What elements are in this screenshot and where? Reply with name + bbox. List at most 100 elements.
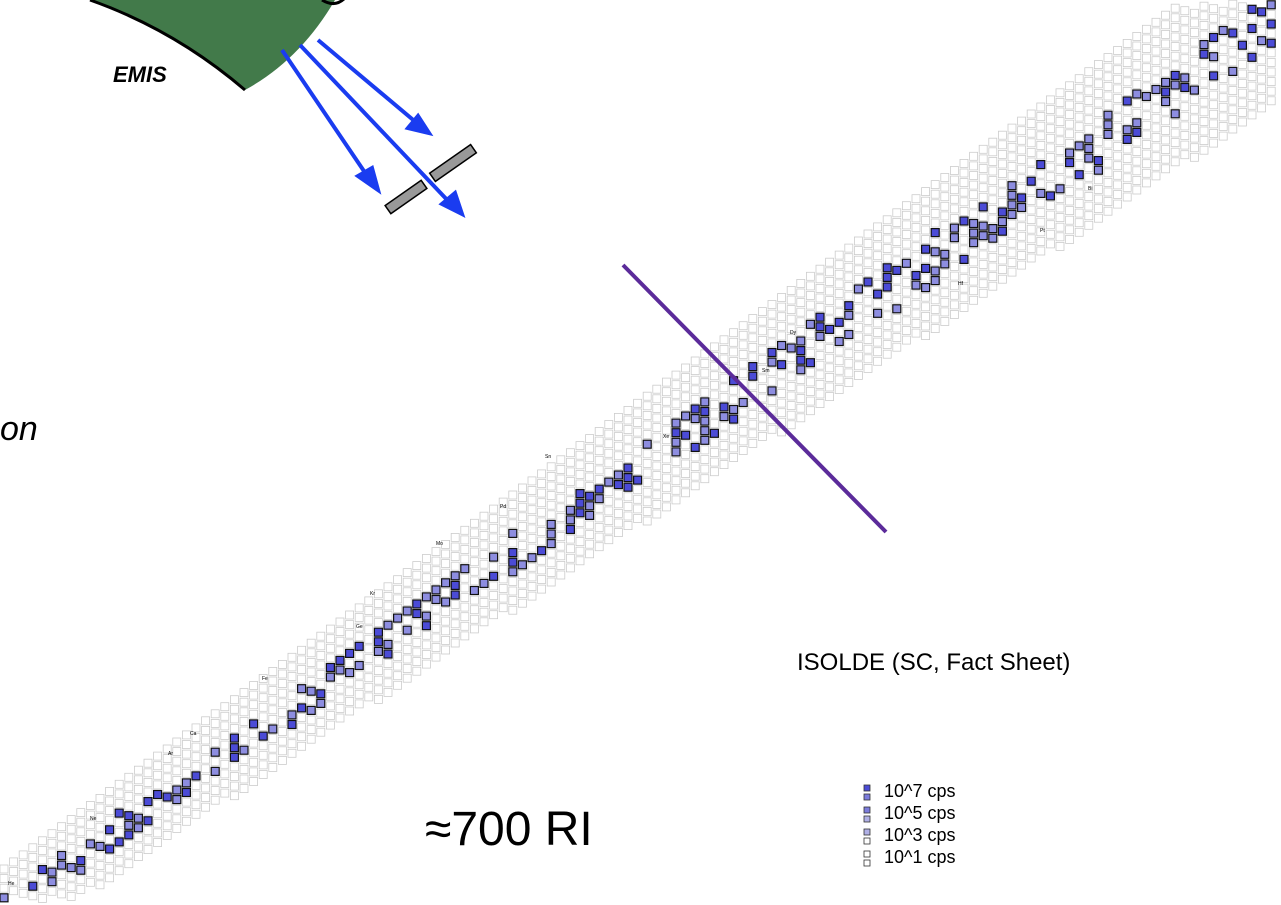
nuclide-cell <box>566 506 574 514</box>
nuclide-cell <box>77 828 85 836</box>
nuclide-cell <box>67 816 75 824</box>
nuclide-cell <box>874 252 882 260</box>
nuclide-cell <box>1190 144 1198 152</box>
nuclide-cell <box>499 556 507 564</box>
nuclide-cell <box>883 225 891 233</box>
nuclide-cell <box>1200 127 1208 135</box>
nuclide-cell <box>1094 118 1102 126</box>
nuclide-cell <box>787 373 795 381</box>
nuclide-cell <box>432 653 440 661</box>
nuclide-cell <box>758 423 766 431</box>
nuclide-cell <box>403 597 411 605</box>
nuclide-cell <box>931 267 939 275</box>
nuclide-cell <box>317 642 325 650</box>
nuclide-cell <box>778 361 786 369</box>
nuclide-cell <box>317 661 325 669</box>
nuclide-cell <box>154 829 162 837</box>
nuclide-cell <box>115 867 123 875</box>
nuclide-cell <box>960 246 968 254</box>
nuclide-cell <box>211 787 219 795</box>
nuclide-cell <box>154 752 162 760</box>
nuclide-cell <box>67 835 75 843</box>
nuclide-cell <box>826 345 834 353</box>
nuclide-cell <box>1142 169 1150 177</box>
nuclide-cell <box>211 758 219 766</box>
nuclide-cell <box>202 736 210 744</box>
nuclide-cell <box>1258 27 1266 35</box>
nuclide-cell <box>1066 149 1074 157</box>
nuclide-cell <box>1171 139 1179 147</box>
nuclide-cell <box>749 324 757 332</box>
nuclide-cell <box>240 698 248 706</box>
nuclide-cell <box>1094 128 1102 136</box>
nuclide-cell <box>230 696 238 704</box>
nuclide-cell <box>634 457 642 465</box>
nuclide-cell <box>557 494 565 502</box>
nuclide-cell <box>528 535 536 543</box>
nuclide-cell <box>230 782 238 790</box>
legend-swatch <box>864 851 870 857</box>
nuclide-cell <box>912 252 920 260</box>
nuclide-cell <box>624 502 632 510</box>
nuclide-cell <box>854 295 862 303</box>
nuclide-cell <box>787 421 795 429</box>
beams <box>282 40 462 214</box>
nuclide-cell <box>749 343 757 351</box>
nuclide-cell <box>566 458 574 466</box>
nuclide-cell <box>1210 34 1218 42</box>
nuclide-cell <box>730 406 738 414</box>
nuclide-cell <box>893 286 901 294</box>
nuclide-cell <box>931 238 939 246</box>
nuclide-cell <box>806 397 814 405</box>
nuclide-cell <box>1190 29 1198 37</box>
nuclide-cell <box>1171 81 1179 89</box>
nuclide-cell <box>163 831 171 839</box>
nuclide-cell <box>672 371 680 379</box>
nuclide-cell <box>1046 211 1054 219</box>
nuclide-cell <box>403 569 411 577</box>
nuclide-cell <box>125 783 133 791</box>
nuclide-cell <box>739 370 747 378</box>
nuclide-cell <box>845 302 853 310</box>
nuclide-cell <box>1085 77 1093 85</box>
nuclide-cell <box>499 604 507 612</box>
nuclide-cell <box>662 503 670 511</box>
nuclide-cell <box>307 639 315 647</box>
nuclide-cell <box>1142 160 1150 168</box>
nuclide-cell <box>1171 148 1179 156</box>
nuclide-cell <box>384 679 392 687</box>
nuclide-cell <box>192 810 200 818</box>
nuclide-cell <box>826 287 834 295</box>
nuclide-cell <box>432 644 440 652</box>
nuclide-cell <box>288 692 296 700</box>
nuclide-cell <box>566 554 574 562</box>
nuclide-cell <box>605 440 613 448</box>
nuclide-cell <box>240 708 248 716</box>
nuclide-cell <box>1210 82 1218 90</box>
nuclide-cell <box>77 885 85 893</box>
nuclide-cell <box>787 344 795 352</box>
nuclide-cell <box>125 802 133 810</box>
nuclide-cell <box>634 447 642 455</box>
nuclide-cell <box>1018 194 1026 202</box>
nuclide-cell <box>317 719 325 727</box>
nuclide-cell <box>211 719 219 727</box>
nuclide-cell <box>144 826 152 834</box>
legend-label: 10^7 cps <box>884 781 956 801</box>
nuclide-cell <box>682 383 690 391</box>
nuclide-cell <box>1258 46 1266 54</box>
nuclide-cell <box>634 419 642 427</box>
nuclide-cell <box>1104 169 1112 177</box>
nuclide-cell <box>317 632 325 640</box>
nuclide-cell <box>413 590 421 598</box>
nuclide-cell <box>883 302 891 310</box>
nuclide-cell <box>115 790 123 798</box>
nuclide-cell <box>749 439 757 447</box>
nuclide-cell <box>499 546 507 554</box>
nuclide-cell <box>1046 230 1054 238</box>
nuclide-cell <box>682 402 690 410</box>
nuclide-cell <box>854 275 862 283</box>
nuclide-cell <box>874 261 882 269</box>
nuclide-cell <box>480 512 488 520</box>
nuclide-cell <box>1219 84 1227 92</box>
